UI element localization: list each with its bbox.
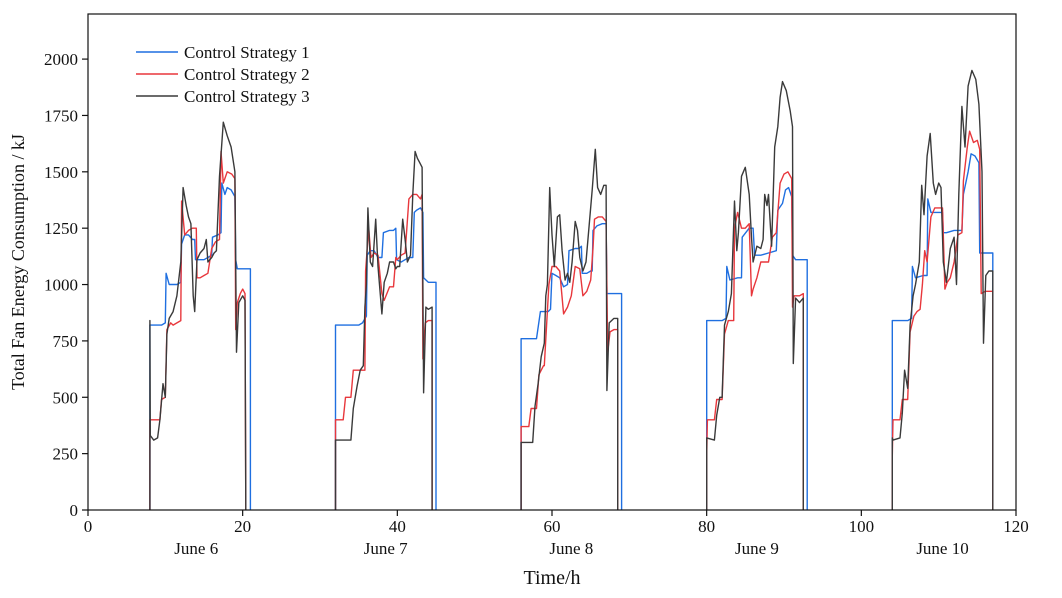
series-3-day-1 (149, 121, 247, 511)
legend-label: Control Strategy 1 (184, 43, 310, 62)
series-3-day-5 (891, 69, 994, 510)
x-axis-title: Time/h (523, 567, 580, 589)
series-3-day-3 (520, 148, 619, 510)
x-tick-label: 20 (234, 517, 251, 536)
series-3 (149, 69, 994, 511)
x-tick-label: 40 (389, 517, 406, 536)
y-tick-label: 1000 (44, 276, 78, 295)
day-label: June 6 (174, 539, 218, 558)
legend-item-2: Control Strategy 2 (136, 65, 310, 84)
legend-item-1: Control Strategy 1 (136, 43, 310, 62)
series-1-day-1 (149, 182, 252, 510)
y-tick-label: 0 (70, 501, 79, 520)
day-label: June 7 (364, 539, 408, 558)
y-tick-label: 1250 (44, 219, 78, 238)
ticks-layer: 0 20 40 60 80 100 120 0 250 500 750 1000 1250 1500 175… (44, 50, 1029, 536)
x-tick-label: 60 (544, 517, 561, 536)
y-tick-label: 500 (53, 388, 79, 407)
x-tick-label: 80 (698, 517, 715, 536)
day-label: June 10 (916, 539, 968, 558)
day-label: June 8 (549, 539, 593, 558)
y-tick-label: 1750 (44, 106, 78, 125)
series-1-day-3 (520, 223, 623, 510)
series-2-day-4 (706, 171, 804, 510)
legend: Control Strategy 1 Control Strategy 2 Cont… (136, 43, 310, 106)
series-3-day-4 (706, 80, 804, 510)
x-tick-label: 0 (84, 517, 93, 536)
day-labels: June 6 June 7 June 8 June 9 June 10 (174, 539, 968, 558)
x-tick-label: 100 (849, 517, 875, 536)
day-label: June 9 (735, 539, 779, 558)
series-layer (149, 69, 994, 511)
series-3-day-2 (334, 150, 433, 510)
y-tick-label: 750 (53, 332, 79, 351)
x-tick-label: 120 (1003, 517, 1029, 536)
y-tick-label: 250 (53, 445, 79, 464)
legend-label: Control Strategy 2 (184, 65, 310, 84)
y-tick-label: 2000 (44, 50, 78, 69)
legend-item-3: Control Strategy 3 (136, 87, 310, 106)
y-axis-title: Total Fan Energy Consumption / kJ (8, 134, 28, 390)
legend-label: Control Strategy 3 (184, 87, 310, 106)
y-tick-label: 1500 (44, 163, 78, 182)
